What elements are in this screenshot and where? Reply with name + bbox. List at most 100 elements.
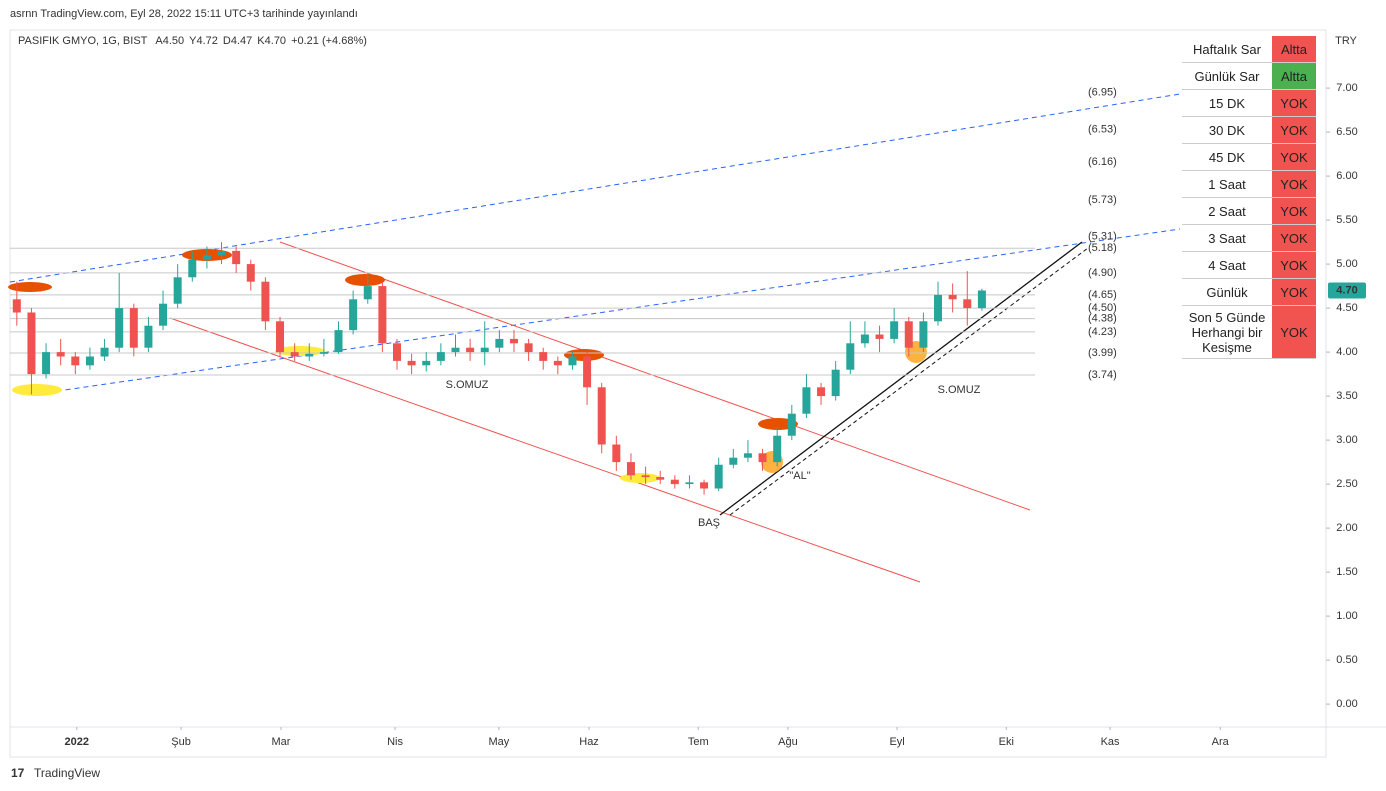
candle-body xyxy=(202,255,211,260)
candle-body xyxy=(977,290,986,309)
level-label: (5.31) xyxy=(1088,231,1117,243)
y-tick-label: 2.50 xyxy=(1336,478,1357,490)
y-tick-label: 7.00 xyxy=(1336,82,1357,94)
candles xyxy=(12,242,986,495)
status-value: YOK xyxy=(1272,251,1316,279)
brand: TradingView xyxy=(34,766,100,780)
channel-line xyxy=(279,241,1031,511)
candle-body xyxy=(597,387,606,445)
status-label: 45 DK xyxy=(1182,143,1272,171)
status-value: YOK xyxy=(1272,89,1316,117)
x-tick-label: Ağu xyxy=(778,736,798,748)
candle-body xyxy=(948,294,957,300)
level-label: (3.99) xyxy=(1088,347,1117,359)
level-label: (4.23) xyxy=(1088,326,1117,338)
candle-body xyxy=(656,477,665,480)
y-tick-label: 2.00 xyxy=(1336,522,1357,534)
ohlc-key: K xyxy=(257,35,265,47)
candle-body xyxy=(817,387,826,397)
x-tick-label: Mar xyxy=(272,736,291,748)
symbol: PASIFIK GMYO, 1G, BIST xyxy=(18,35,148,47)
change: +0.21 (+4.68%) xyxy=(291,35,367,47)
candle-body xyxy=(509,338,518,344)
candle-body xyxy=(846,343,855,370)
last-price-label: 4.70 xyxy=(1336,284,1357,296)
status-label: Günlük Sar xyxy=(1182,62,1272,90)
candle-body xyxy=(407,360,416,366)
x-tick-label: Tem xyxy=(688,736,709,748)
last-price-tag xyxy=(1328,282,1366,299)
x-tick-label: Ara xyxy=(1212,736,1230,748)
level-label: (4.90) xyxy=(1088,267,1117,279)
status-label: Haftalık Sar xyxy=(1182,36,1272,63)
level-label: (6.53) xyxy=(1088,123,1117,135)
highlight xyxy=(275,346,325,356)
status-row: Günlük Sar Altta xyxy=(1182,62,1316,90)
status-table: Haftalık Sar Altta Günlük Sar Altta 15 DK YOK… xyxy=(1182,36,1316,359)
candle-body xyxy=(100,347,109,357)
status-label: 15 DK xyxy=(1182,89,1272,117)
candle-body xyxy=(451,347,460,353)
y-tick-label: 1.00 xyxy=(1336,610,1357,622)
ohlc-value: 4.47 xyxy=(231,35,252,47)
currency: TRY xyxy=(1335,35,1357,47)
candle-body xyxy=(334,330,343,353)
candle-body xyxy=(670,479,679,485)
candle-body xyxy=(261,281,270,322)
level-label: (6.16) xyxy=(1088,156,1117,168)
status-label: 3 Saat xyxy=(1182,224,1272,252)
support-line xyxy=(719,241,1083,516)
candle-body xyxy=(729,457,738,465)
y-tick-label: 6.50 xyxy=(1336,126,1357,138)
brand-logo: 17 xyxy=(11,766,25,780)
x-tick-label: Şub xyxy=(171,736,191,748)
y-tick-label: 6.00 xyxy=(1336,170,1357,182)
candle-body xyxy=(188,259,197,278)
candle-body xyxy=(524,343,533,353)
y-tick-label: 5.50 xyxy=(1336,214,1357,226)
candle-body xyxy=(349,299,358,331)
candle-body xyxy=(685,482,694,485)
status-row: Haftalık Sar Altta xyxy=(1182,36,1316,63)
candle-body xyxy=(919,321,928,348)
candle-body xyxy=(802,387,811,414)
status-value: YOK xyxy=(1272,224,1316,252)
status-label: 1 Saat xyxy=(1182,170,1272,198)
candle-body xyxy=(173,277,182,304)
status-value: YOK xyxy=(1272,170,1316,198)
candle-body xyxy=(831,369,840,397)
level-label: (4.38) xyxy=(1088,313,1117,325)
candle-body xyxy=(612,444,621,463)
candle-body xyxy=(422,360,431,366)
candle-body xyxy=(626,462,635,476)
candle-body xyxy=(758,453,767,463)
frame xyxy=(9,29,1327,758)
level-label: (6.95) xyxy=(1088,86,1117,98)
candle-body xyxy=(27,312,36,375)
candle-body xyxy=(42,352,51,375)
candle-body xyxy=(568,356,577,366)
published: asrnn TradingView.com, Eyl 28, 2022 15:1… xyxy=(10,8,358,20)
status-row: 15 DK YOK xyxy=(1182,89,1316,117)
candle-body xyxy=(378,286,387,344)
candle-body xyxy=(539,352,548,361)
status-value: YOK xyxy=(1272,305,1316,359)
candle-body xyxy=(290,352,299,357)
candle-body xyxy=(495,338,504,348)
x-tick-label: Haz xyxy=(579,736,599,748)
status-value: YOK xyxy=(1272,116,1316,144)
support-line xyxy=(729,247,1089,516)
candle-body xyxy=(246,264,255,282)
candle-body xyxy=(217,250,226,256)
annotation: S.OMUZ xyxy=(446,379,489,391)
level-label: (4.50) xyxy=(1088,302,1117,314)
annotation: BAŞ xyxy=(698,517,720,529)
ohlc-value: 4.50 xyxy=(163,35,184,47)
candle-body xyxy=(773,435,782,463)
y-tick-label: 0.50 xyxy=(1336,654,1357,666)
candle-body xyxy=(436,352,445,361)
status-value: Altta xyxy=(1272,62,1316,90)
status-row: Son 5 Günde Herhangi bir Kesişme YOK xyxy=(1182,305,1316,359)
